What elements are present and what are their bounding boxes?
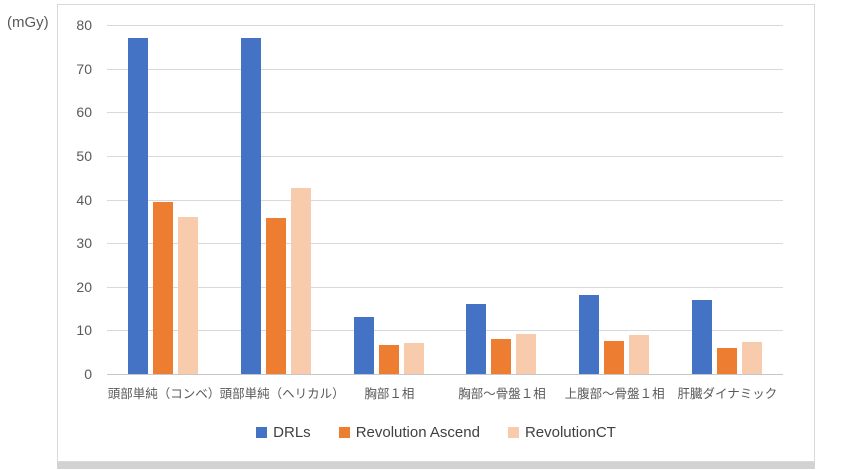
bar-revolutionct-3[interactable]	[403, 342, 424, 374]
legend-item-drls[interactable]: DRLs	[256, 424, 311, 441]
gridline-40	[107, 199, 783, 201]
legend-item-revolutionct[interactable]: RevolutionCT	[507, 424, 616, 441]
y-tick-label-70: 70	[76, 60, 92, 77]
y-tick-label-50: 50	[76, 147, 92, 164]
bar-revolution-ascend-6[interactable]	[716, 347, 737, 374]
legend: DRLs Revolution Ascend RevolutionCT	[58, 424, 814, 441]
bar-revolutionct-2[interactable]	[291, 187, 311, 374]
bar-revolution-ascend-4[interactable]	[491, 338, 512, 374]
bar-revolutionct-1[interactable]	[178, 217, 199, 374]
y-tick-label-30: 30	[76, 235, 92, 252]
legend-swatch-drls	[256, 427, 268, 438]
bar-revolution-ascend-2[interactable]	[266, 218, 286, 374]
bar-revolutionct-4[interactable]	[516, 334, 537, 374]
bar-drls-3[interactable]	[353, 316, 374, 374]
x-category-label-2: 頭部単純（ヘリカル）	[219, 387, 345, 401]
chart-frame[interactable]: 0 10 20 30 40 50 60 70 80 頭部単純（コンベ） 頭部単純（ヘリカル） 胸部１…	[57, 4, 815, 462]
bar-drls-5[interactable]	[579, 295, 599, 374]
gridline-30	[107, 243, 783, 245]
gridline-60	[107, 112, 783, 114]
x-category-label-6: 肝臓ダイナミック	[677, 387, 778, 401]
bar-drls-2[interactable]	[241, 38, 261, 374]
legend-swatch-revolution-ascend	[338, 427, 350, 438]
legend-label-revolutionct: RevolutionCT	[524, 424, 616, 441]
bar-drls-6[interactable]	[691, 299, 712, 374]
bar-revolution-ascend-5[interactable]	[604, 341, 624, 374]
x-category-label-4: 胸部～骨盤１相	[458, 387, 546, 401]
x-category-label-1: 頭部単純（コンベ）	[107, 387, 221, 401]
x-category-label-5: 上腹部～骨盤１相	[564, 387, 665, 401]
y-tick-label-20: 20	[76, 278, 92, 295]
y-tick-label-80: 80	[76, 17, 92, 33]
bar-revolutionct-6[interactable]	[741, 342, 762, 374]
window-bottom-edge	[57, 462, 815, 469]
gridline-20	[107, 286, 783, 288]
gridline-80	[107, 25, 783, 26]
x-category-label-3: 胸部１相	[364, 387, 415, 401]
legend-swatch-revolutionct	[507, 427, 519, 438]
bar-drls-4[interactable]	[466, 304, 487, 374]
gridline-70	[107, 68, 783, 70]
gridline-50	[107, 155, 783, 157]
y-tick-label-10: 10	[76, 322, 92, 339]
y-axis-unit-label: (mGy)	[7, 14, 49, 31]
bar-revolution-ascend-3[interactable]	[378, 344, 399, 374]
bar-revolution-ascend-1[interactable]	[153, 202, 174, 374]
gridline-10	[107, 330, 783, 332]
x-axis-line	[107, 374, 783, 375]
y-tick-label-0: 0	[84, 366, 92, 382]
y-tick-label-40: 40	[76, 191, 92, 208]
legend-label-drls: DRLs	[273, 424, 311, 441]
bar-revolutionct-5[interactable]	[629, 335, 649, 374]
plot-area	[107, 25, 783, 375]
legend-item-revolution-ascend[interactable]: Revolution Ascend	[338, 424, 480, 441]
y-tick-label-60: 60	[76, 104, 92, 121]
legend-label-revolution-ascend: Revolution Ascend	[355, 424, 480, 441]
bar-drls-1[interactable]	[128, 38, 149, 374]
